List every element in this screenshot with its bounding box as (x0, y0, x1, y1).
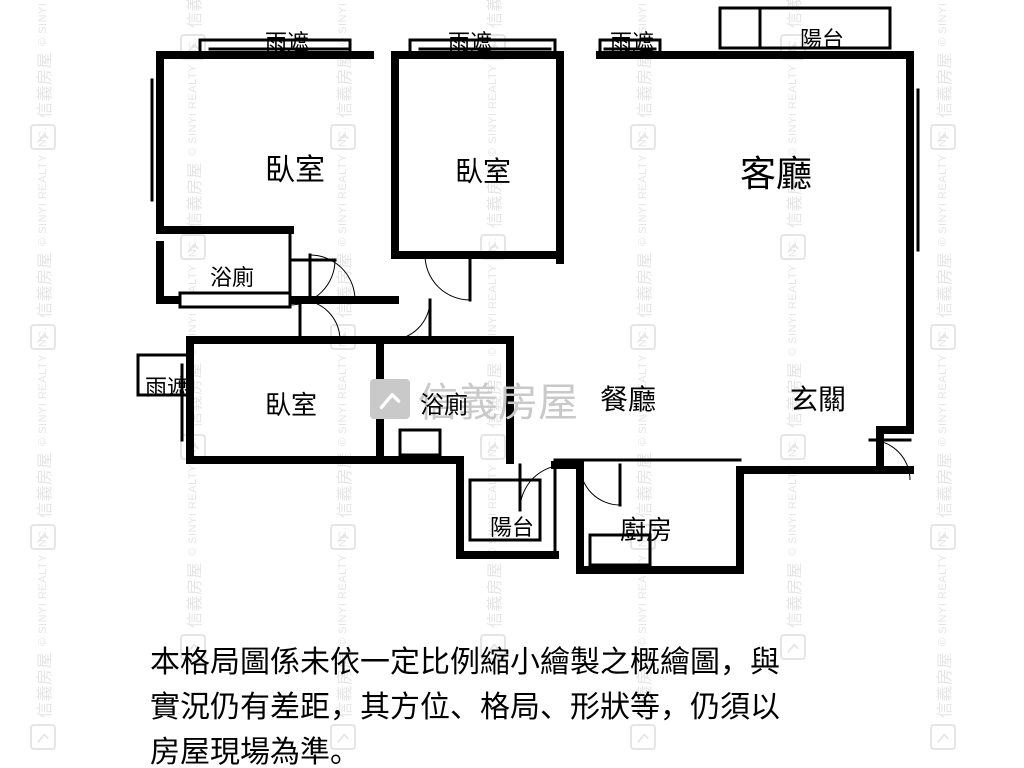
room-label-bath1: 浴廁 (210, 260, 254, 292)
room-label-bath2: 浴廁 (420, 385, 468, 420)
room-label-dining: 餐廳 (600, 378, 656, 418)
room-label-bed2: 臥室 (455, 150, 511, 190)
room-label-bed3: 臥室 (265, 385, 317, 422)
floor-plan-stage: { "canvas": { "width": 1024, "height": 7… (0, 0, 1024, 768)
room-label-awning1: 雨遮 (265, 25, 309, 57)
room-label-balcony2: 陽台 (490, 510, 534, 542)
room-label-awning4: 雨遮 (145, 370, 189, 402)
room-label-kitchen: 廚房 (620, 510, 672, 547)
disclaimer-line: 實況仍有差距，其方位、格局、形狀等，仍須以 (150, 685, 780, 730)
room-label-foyer: 玄關 (790, 378, 846, 418)
disclaimer-line: 本格局圖係未依一定比例縮小繪製之概繪圖，與 (150, 640, 780, 685)
room-label-balcony1: 陽台 (800, 22, 844, 54)
room-label-awning2: 雨遮 (448, 25, 492, 57)
disclaimer-text: 本格局圖係未依一定比例縮小繪製之概繪圖，與 實況仍有差距，其方位、格局、形狀等，… (150, 640, 780, 768)
room-label-awning3: 雨遮 (610, 25, 654, 57)
disclaimer-line: 房屋現場為準。 (150, 730, 780, 768)
room-label-bed1: 臥室 (265, 145, 325, 189)
room-label-living: 客廳 (740, 145, 812, 197)
